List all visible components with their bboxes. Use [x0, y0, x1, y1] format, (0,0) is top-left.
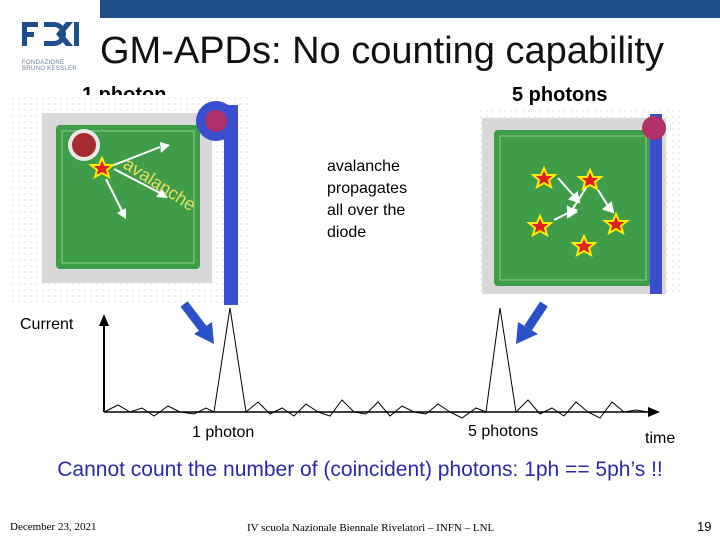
footer-date: December 23, 2021: [10, 521, 97, 533]
footer-center: IV scuola Nazionale Biennale Rivelatori …: [247, 522, 495, 534]
diode-five-photons: [478, 108, 684, 296]
page-number: 19: [697, 519, 712, 534]
arrow-pulse-2: [516, 301, 548, 344]
annotation-line-1: avalanche: [327, 158, 400, 175]
current-trace: [103, 307, 649, 419]
logo-text-line2: BRUNO KESSLER: [22, 66, 77, 72]
avalanche-annotation: avalanche propagates all over the diode: [327, 156, 407, 244]
pulse-label-five-photons: 5 photons: [468, 423, 539, 440]
logo-text: FONDAZIONE BRUNO KESSLER: [22, 60, 77, 72]
logo-text-line1: FONDAZIONE: [22, 60, 65, 66]
pulse-label-one-photon: 1 photon: [192, 424, 255, 441]
annotation-line-4: diode: [327, 224, 367, 241]
conclusion-caption: Cannot count the number of (coincident) …: [57, 458, 663, 481]
arrow-pulse-1: [180, 301, 214, 344]
slide-title: GM-APDs: No counting capability: [100, 30, 664, 72]
current-plot: [99, 301, 660, 419]
annotation-line-3: all over the: [327, 202, 406, 219]
diode-one-photon: avalanche: [10, 95, 250, 305]
fbk-logo: [22, 22, 79, 46]
label-five-photons: 5 photons: [512, 84, 608, 106]
current-label: Current: [20, 316, 74, 333]
time-label: time: [645, 430, 676, 447]
header-bar: [100, 0, 720, 18]
annotation-line-2: propagates: [327, 180, 408, 197]
